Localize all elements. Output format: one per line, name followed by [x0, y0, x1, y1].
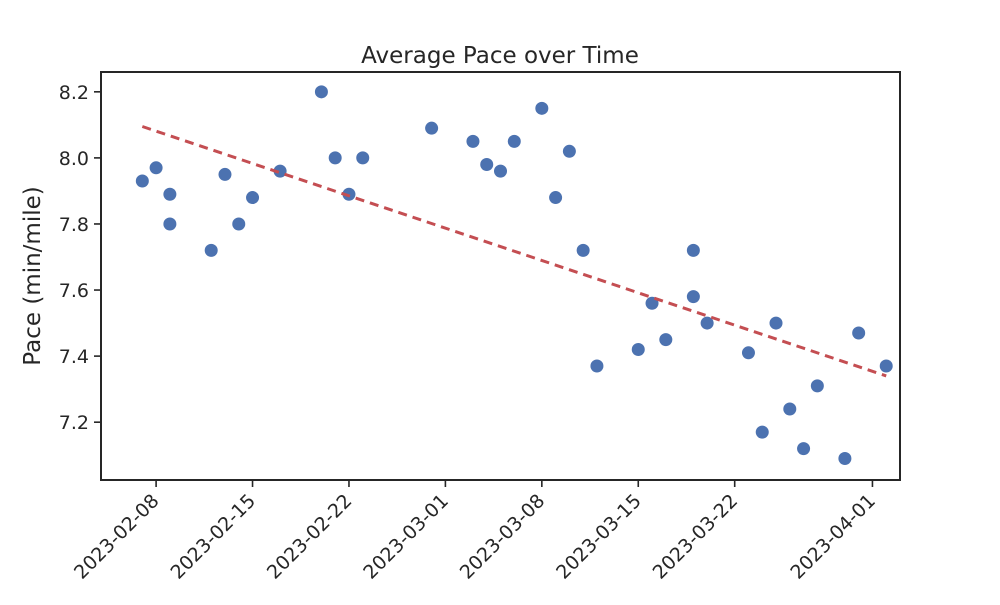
data-point — [494, 164, 507, 178]
data-point — [246, 191, 260, 205]
y-tick-label: 7.2 — [59, 412, 89, 434]
data-point — [507, 134, 521, 148]
data-point — [755, 425, 769, 439]
y-tick-label: 7.6 — [59, 280, 89, 302]
data-point — [810, 379, 824, 393]
data-point — [163, 187, 177, 201]
data-point — [328, 151, 342, 165]
data-point — [204, 243, 218, 257]
data-point — [163, 217, 177, 231]
data-point — [741, 346, 755, 360]
data-point — [218, 167, 232, 181]
data-point — [852, 326, 866, 340]
x-tick-label: 2023-02-22 — [263, 490, 357, 584]
data-point — [576, 243, 590, 257]
data-point — [549, 191, 563, 205]
data-point — [769, 316, 783, 330]
data-point — [314, 85, 328, 99]
data-point — [149, 161, 163, 175]
data-point — [838, 452, 852, 466]
x-tick-label: 2023-03-15 — [552, 490, 646, 584]
trend-line — [141, 125, 887, 378]
data-point — [686, 290, 700, 304]
y-tick-label: 7.8 — [59, 214, 89, 236]
data-point — [631, 343, 645, 357]
data-point — [535, 101, 549, 115]
data-point — [590, 359, 604, 373]
x-tick-label: 2023-02-08 — [70, 490, 164, 584]
data-point — [425, 121, 439, 135]
data-point — [480, 158, 494, 172]
y-tick-label: 8.2 — [59, 82, 89, 104]
chart-title: Average Pace over Time — [361, 43, 639, 69]
data-point — [273, 164, 287, 178]
plot-frame — [100, 71, 901, 481]
data-point — [659, 333, 673, 347]
data-point — [466, 134, 480, 148]
y-axis-label: Pace (min/mile) — [20, 186, 46, 365]
data-point — [135, 174, 149, 188]
data-point — [700, 316, 714, 330]
x-tick-label: 2023-03-08 — [456, 490, 550, 584]
data-point — [562, 144, 576, 158]
x-tick-label: 2023-03-01 — [359, 490, 453, 584]
x-tick-label: 2023-02-15 — [166, 490, 260, 584]
y-tick-label: 8.0 — [59, 148, 89, 170]
data-point — [686, 243, 700, 257]
data-point — [232, 217, 246, 231]
data-point — [879, 359, 893, 373]
data-point — [356, 151, 370, 165]
data-point — [783, 402, 797, 416]
x-tick-label: 2023-04-01 — [786, 490, 880, 584]
x-tick-label: 2023-03-22 — [649, 490, 743, 584]
y-tick-label: 7.4 — [59, 346, 89, 368]
data-point — [797, 442, 811, 456]
